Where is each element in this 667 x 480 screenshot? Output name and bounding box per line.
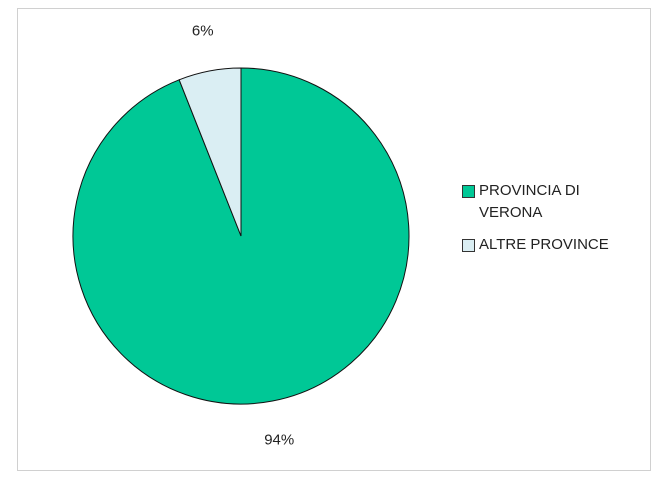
legend-item: PROVINCIA DI VERONA <box>462 180 612 224</box>
legend-item: ALTRE PROVINCE <box>462 234 612 256</box>
legend-swatch <box>462 239 475 252</box>
data-label: 94% <box>264 431 294 448</box>
legend: PROVINCIA DI VERONA ALTRE PROVINCE <box>462 180 612 266</box>
legend-label: ALTRE PROVINCE <box>479 236 609 253</box>
data-label: 6% <box>192 23 214 40</box>
legend-label: PROVINCIA DI VERONA <box>479 182 580 221</box>
legend-swatch <box>462 185 475 198</box>
pie-slice <box>178 67 242 237</box>
